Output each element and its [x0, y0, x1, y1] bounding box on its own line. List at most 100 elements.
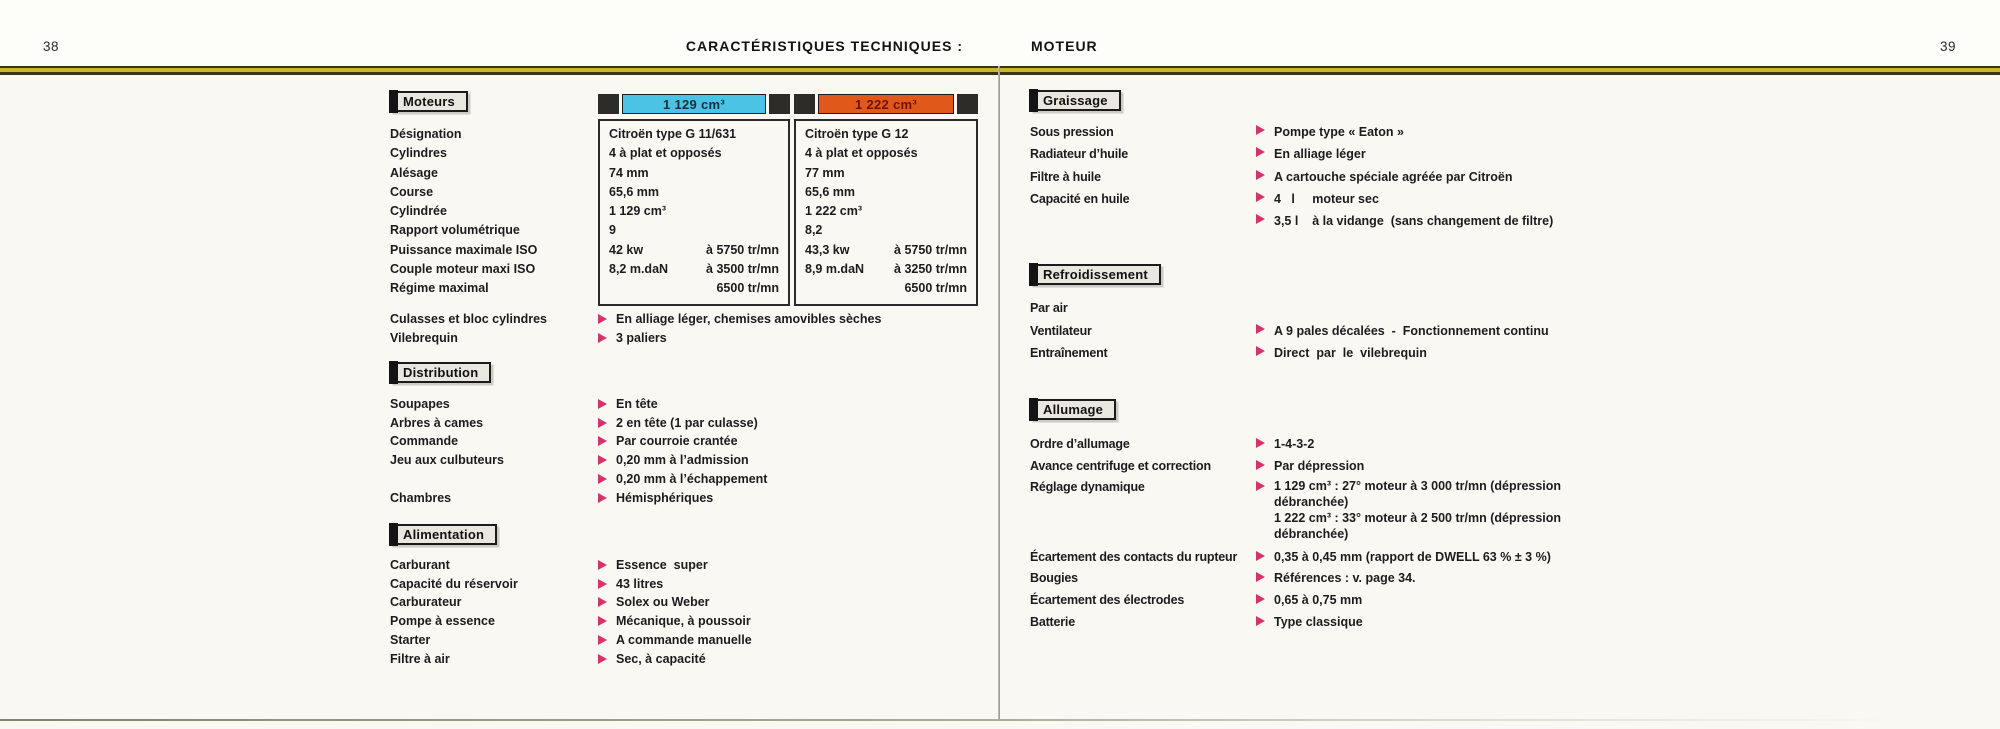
spec-row: Réglage dynamique 1 129 cm³ : 27° moteur …: [1030, 477, 1561, 542]
page-number-left: 38: [43, 39, 60, 54]
spec-value: 1 129 cm³ : 27° moteur à 3 000 tr/mn (dé…: [1256, 477, 1561, 542]
bullet-triangle-icon: [598, 333, 607, 343]
spec-values: 0,20 mm à l’admission 0,20 mm à l’échappe…: [598, 451, 767, 488]
running-title-right: MOTEUR: [1031, 38, 1098, 54]
bullet-triangle-icon: [1256, 191, 1265, 202]
section-title-alimentation: Alimentation: [389, 523, 498, 546]
bullet-triangle-icon: [598, 634, 607, 645]
spec-label: Ventilateur: [1030, 323, 1092, 338]
page-39: Graissage Sous pression Pompe type « Eato…: [1000, 0, 2000, 729]
spec-label: Cylindres: [390, 146, 447, 161]
spec-value: Direct par le vilebrequin: [1256, 342, 1427, 365]
engine-spec-row: 8,2 m.daN à 3500 tr/mn: [609, 260, 779, 279]
section-bar-icon: [1029, 89, 1038, 112]
spec-label: Entraînement: [1030, 346, 1108, 360]
spec-value: Mécanique, à poussoir: [598, 612, 751, 631]
spec-row: Entraînement Direct par le vilebrequin: [1030, 342, 1549, 365]
engine-header-bar: 1 222 cm³: [818, 94, 954, 114]
page-gutter-line: [998, 66, 1000, 720]
spec-value-text: Hémisphériques: [616, 490, 714, 505]
engine-spec-row: 42 kw à 5750 tr/mn: [609, 241, 779, 260]
spec-values: 4 l moteur sec 3,5 l à la vidange (sans c…: [1256, 188, 1553, 233]
spec-label: Chambres: [390, 490, 452, 505]
engine-spec-value: 65,6 mm: [609, 184, 660, 199]
bullet-triangle-icon: [598, 616, 607, 627]
spec-label: Puissance maximale ISO: [390, 242, 538, 257]
spec-label: Filtre à huile: [1030, 169, 1101, 184]
bullet-triangle-icon: [598, 653, 607, 664]
spec-row: Culasses et bloc cylindres En alliage lég…: [390, 310, 881, 329]
bullet-triangle-icon: [598, 455, 607, 466]
bullet-triangle-icon: [1256, 550, 1265, 561]
spec-value-text: En tête: [616, 397, 658, 411]
bottom-rule: [0, 719, 2000, 721]
spec-value: Pompe type « Eaton »: [1256, 121, 1404, 143]
spec-value-text: 3 paliers: [616, 331, 667, 345]
engine-comparison-table: 1 129 cm³ Citroën type G 11/631 4 à plat e…: [598, 94, 978, 306]
spec-value: Sec, à capacité: [598, 650, 706, 669]
engine-spec-row: 1 129 cm³: [609, 202, 779, 221]
spec-values: Solex ou Weber: [598, 593, 710, 612]
spec-value: En tête: [598, 395, 658, 414]
spec-values: A commande manuelle: [598, 631, 752, 650]
engine-spec-value: Citroën type G 12: [805, 127, 909, 141]
header-block-icon: [794, 94, 815, 114]
section-title-moteurs: Moteurs: [389, 90, 468, 113]
spec-values: Type classique: [1256, 612, 1363, 634]
bullet-triangle-icon: [1256, 615, 1265, 626]
bullet-triangle-icon: [1256, 438, 1265, 448]
section-title-distribution: Distribution: [389, 361, 492, 384]
engine-spec-row: 43,3 kw à 5750 tr/mn: [805, 241, 967, 260]
bullet-triangle-icon: [1256, 594, 1265, 604]
spec-value-text: En alliage léger: [1274, 147, 1366, 162]
spec-row: Avance centrifuge et correction Par dépre…: [1030, 456, 1561, 478]
engine-spec-value: 4 à plat et opposés: [805, 146, 918, 161]
engine-spec-row: 6500 tr/mn: [609, 279, 779, 298]
section-title-label: Allumage: [1043, 401, 1104, 417]
spec-value-text: 0,20 mm à l’échappement: [616, 471, 768, 486]
spec-value: 0,20 mm à l’échappement: [598, 470, 767, 489]
bullet-triangle-icon: [598, 436, 607, 447]
engine-spec-value: 42 kw: [609, 242, 644, 257]
bullet-triangle-icon: [1256, 169, 1265, 180]
spec-value-text: Pompe type « Eaton »: [1274, 125, 1404, 139]
spec-value-text: En alliage léger, chemises amovibles sèc…: [616, 312, 882, 326]
spec-label: Rapport volumétrique: [390, 223, 520, 238]
engine-column: 1 222 cm³ Citroën type G 12 4 à plat et op…: [794, 94, 978, 306]
spec-row: Radiateur d’huile En alliage léger: [1030, 143, 1553, 165]
section-title-label: Graissage: [1043, 92, 1108, 108]
spec-value: 3 paliers: [598, 329, 667, 348]
spec-value-text: Sec, à capacité: [616, 651, 706, 666]
spec-value-text: 1 129 cm³ : 27° moteur à 3 000 tr/mn (dé…: [1274, 479, 1562, 541]
spec-row: Par air: [1030, 297, 1549, 320]
engine-spec-value: 4 à plat et opposés: [609, 146, 722, 161]
bullet-triangle-icon: [598, 399, 607, 409]
spec-value: 43 litres: [598, 575, 663, 594]
spec-values: En alliage léger: [1256, 143, 1366, 165]
running-title-left: CARACTÉRISTIQUES TECHNIQUES :: [685, 38, 963, 54]
bullet-triangle-icon: [598, 417, 607, 428]
section-title-label: Distribution: [403, 364, 479, 380]
bullet-triangle-icon: [1256, 214, 1265, 225]
bullet-triangle-icon: [1256, 346, 1265, 356]
distribution-rows: Soupapes En tête Arbres à cames 2 en tête (…: [390, 395, 767, 507]
spec-values: 0,35 à 0,45 mm (rapport de DWELL 63 % ± …: [1256, 547, 1551, 569]
engine-spec-row: 74 mm: [609, 164, 779, 183]
spec-label: Capacité du réservoir: [390, 576, 518, 591]
engine-spec-row: Citroën type G 11/631: [609, 125, 779, 144]
spec-value-text: Par dépression: [1274, 458, 1365, 473]
alimentation-rows: Carburant Essence super Capacité du réserv…: [390, 556, 752, 668]
top-margin-strip: [0, 0, 2000, 66]
spec-values: Essence super: [598, 556, 708, 575]
spec-values: 2 en tête (1 par culasse): [598, 414, 758, 433]
spec-value: En alliage léger, chemises amovibles sèc…: [598, 310, 881, 329]
section-bar-icon: [1029, 263, 1038, 286]
spec-row: Sous pression Pompe type « Eaton »: [1030, 121, 1553, 143]
spec-row: Vilebrequin 3 paliers: [390, 329, 881, 348]
engine-spec-value: 65,6 mm: [805, 184, 856, 199]
spec-value-text: 0,20 mm à l’admission: [616, 453, 749, 468]
spec-row: Écartement des contacts du rupteur 0,35 à…: [1030, 547, 1561, 569]
spec-label: Écartement des contacts du rupteur: [1030, 549, 1238, 564]
spec-value-text: Par courroie crantée: [616, 434, 738, 449]
